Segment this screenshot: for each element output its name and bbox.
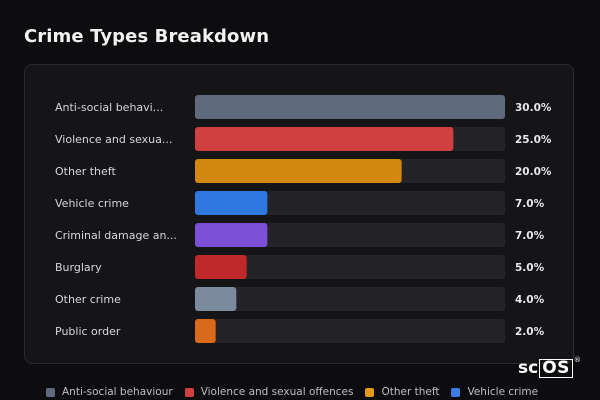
category-label: Burglary xyxy=(55,261,102,274)
category-label: Other crime xyxy=(55,293,121,306)
category-label: Vehicle crime xyxy=(55,197,129,210)
value-label: 7.0% xyxy=(515,198,545,210)
bar[interactable] xyxy=(195,223,268,247)
category-label: Anti-social behavi... xyxy=(55,101,163,114)
legend-swatch xyxy=(46,387,55,397)
category-label: Criminal damage an... xyxy=(55,229,177,242)
logo-prefix: sc xyxy=(518,358,539,378)
legend-item[interactable]: Anti-social behaviour xyxy=(46,386,173,398)
bar[interactable] xyxy=(195,127,454,151)
bar-row: Public order 2.0% xyxy=(55,319,545,343)
category-label: Other theft xyxy=(55,165,116,178)
legend-swatch xyxy=(184,387,194,397)
bar-row: Other crime 4.0% xyxy=(55,287,545,311)
bar-row: Vehicle crime 7.0% xyxy=(55,191,545,215)
bar[interactable] xyxy=(195,255,247,279)
legend-label: Vehicle crime xyxy=(467,386,539,398)
scos-logo: sc OS ® xyxy=(518,356,581,378)
legend-label: Other theft xyxy=(381,386,440,398)
category-label: Violence and sexua... xyxy=(55,133,172,146)
logo-boxed: OS xyxy=(539,358,573,378)
legend-swatch xyxy=(451,387,461,397)
legend-label: Anti-social behaviour xyxy=(62,386,173,398)
value-label: 4.0% xyxy=(515,294,545,306)
bar-row: Anti-social behavi... 30.0% xyxy=(55,95,552,119)
value-label: 20.0% xyxy=(515,166,552,178)
page-title: Crime Types Breakdown xyxy=(24,26,270,47)
bar[interactable] xyxy=(195,95,505,119)
bar-row: Burglary 5.0% xyxy=(55,255,545,279)
category-label: Public order xyxy=(55,325,121,338)
value-label: 5.0% xyxy=(515,262,545,274)
value-label: 30.0% xyxy=(515,102,552,114)
logo-registered-mark: ® xyxy=(573,356,581,364)
legend-swatch xyxy=(365,387,375,397)
value-label: 7.0% xyxy=(515,230,545,242)
legend-item[interactable]: Violence and sexual offences xyxy=(184,386,354,398)
legend-item[interactable]: Other theft xyxy=(365,386,439,398)
bar-track xyxy=(195,191,505,215)
bar-track xyxy=(195,287,505,311)
bar[interactable] xyxy=(195,191,268,215)
bar-track xyxy=(195,255,505,279)
bar[interactable] xyxy=(195,319,216,343)
bar-track xyxy=(195,223,505,247)
bar-track xyxy=(195,319,505,343)
value-label: 2.0% xyxy=(515,326,545,338)
legend-item[interactable]: Vehicle crime xyxy=(451,386,538,398)
legend-label: Violence and sexual offences xyxy=(200,386,354,398)
value-label: 25.0% xyxy=(515,134,552,146)
bar[interactable] xyxy=(195,159,402,183)
bar-row: Other theft 20.0% xyxy=(55,159,552,183)
bar-row: Violence and sexua... 25.0% xyxy=(55,127,552,151)
chart-legend: Anti-social behaviour Violence and sexual… xyxy=(46,386,550,398)
bar[interactable] xyxy=(195,287,237,311)
bar-row: Criminal damage an... 7.0% xyxy=(55,223,545,247)
